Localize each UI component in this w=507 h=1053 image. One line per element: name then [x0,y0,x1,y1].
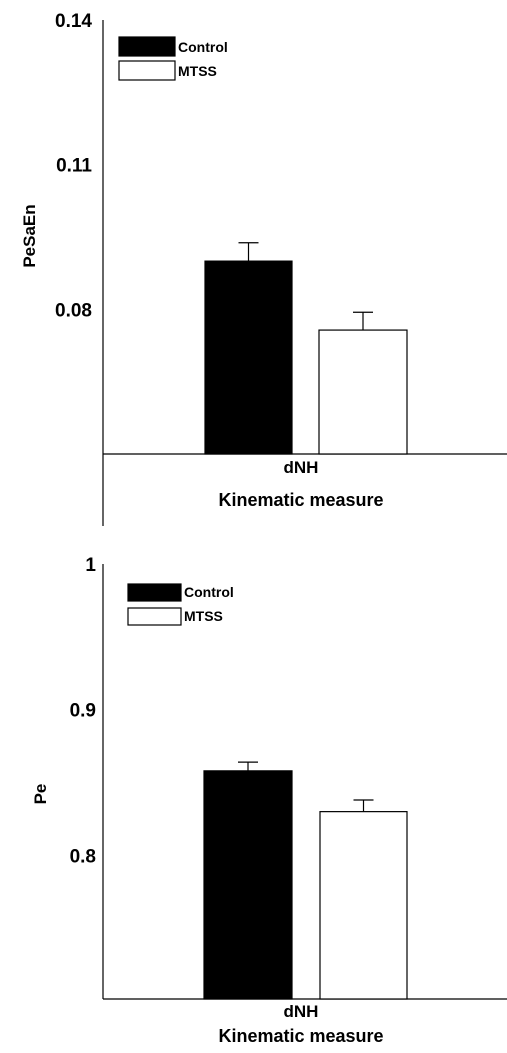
legend-swatch-mtss [127,607,182,626]
bar-mtss [318,329,408,455]
legend-swatch-control [127,583,182,602]
legend-swatch-mtss [118,60,176,81]
bar-mtss [319,811,408,1000]
x-axis-label: Kinematic measure [218,490,383,510]
y-tick-label: 0.11 [56,156,92,177]
legend-label-mtss: MTSS [184,608,223,624]
pesaen-bar-chart: 0.08 0.11 0.14 Control MTSS dNH Kinematic meas… [20,11,507,526]
legend-swatch-control [118,36,176,57]
bar-control [203,770,293,1000]
bar-control [204,260,293,455]
y-tick-label: 1 [85,555,96,576]
x-axis-label: Kinematic measure [218,1026,383,1046]
legend-label-mtss: MTSS [178,63,217,79]
y-axis-label: Pe [31,784,50,805]
y-tick-label: 0.08 [55,300,92,321]
y-axis-label: PeSaEn [20,204,39,267]
legend-label-control: Control [178,39,228,55]
pe-bar-chart: 0.8 0.9 1 Control MTSS dNH Kinematic measure Pe [31,555,507,1046]
y-tick-label: 0.8 [70,846,96,867]
y-tick-label: 0.14 [55,11,92,32]
x-category-label: dNH [284,1002,319,1021]
legend-label-control: Control [184,584,234,600]
y-tick-label: 0.9 [70,701,96,722]
x-category-label: dNH [284,458,319,477]
